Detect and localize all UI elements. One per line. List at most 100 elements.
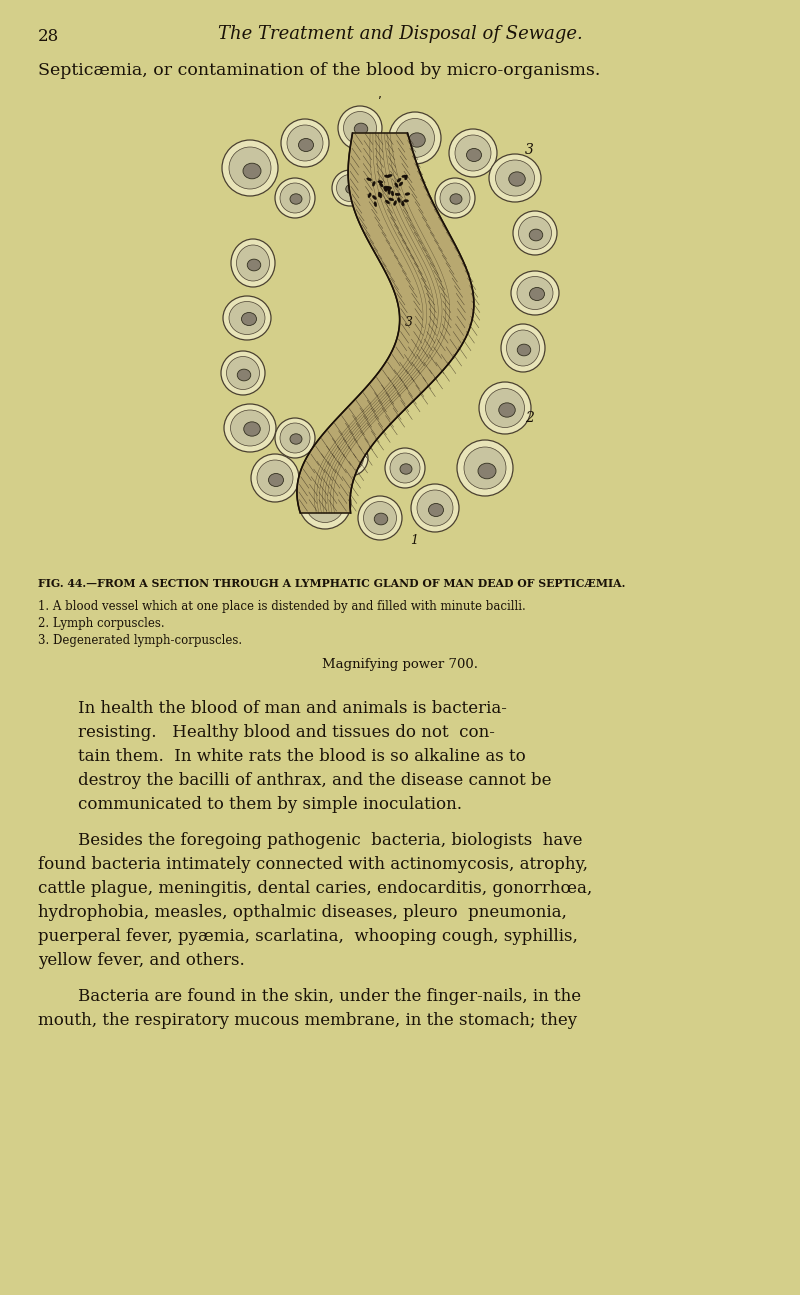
Ellipse shape (238, 369, 250, 381)
Text: mouth, the respiratory mucous membrane, in the stomach; they: mouth, the respiratory mucous membrane, … (38, 1011, 577, 1030)
Ellipse shape (511, 271, 559, 315)
Ellipse shape (247, 259, 261, 271)
Text: 1: 1 (410, 534, 418, 546)
Ellipse shape (390, 184, 402, 194)
Ellipse shape (229, 302, 265, 334)
Ellipse shape (229, 148, 271, 189)
Ellipse shape (384, 186, 386, 192)
Ellipse shape (237, 245, 270, 281)
Text: Magnifying power 700.: Magnifying power 700. (322, 658, 478, 671)
Ellipse shape (280, 423, 310, 453)
Ellipse shape (226, 356, 259, 390)
Ellipse shape (509, 172, 526, 186)
Ellipse shape (375, 168, 415, 208)
Text: tain them.  In white rats the blood is so alkaline as to: tain them. In white rats the blood is so… (78, 749, 526, 765)
Ellipse shape (221, 351, 265, 395)
Ellipse shape (478, 464, 496, 479)
Ellipse shape (275, 177, 315, 218)
Text: communicated to them by simple inoculation.: communicated to them by simple inoculati… (78, 796, 462, 813)
Ellipse shape (390, 453, 420, 483)
Ellipse shape (399, 181, 403, 186)
Ellipse shape (402, 201, 404, 206)
Ellipse shape (269, 474, 283, 487)
Ellipse shape (411, 484, 459, 532)
Ellipse shape (386, 188, 391, 190)
Ellipse shape (449, 130, 497, 177)
Ellipse shape (394, 183, 398, 188)
Ellipse shape (386, 201, 390, 203)
Ellipse shape (275, 418, 315, 458)
Polygon shape (297, 133, 474, 513)
Ellipse shape (222, 140, 278, 196)
Text: found bacteria intimately connected with actinomycosis, atrophy,: found bacteria intimately connected with… (38, 856, 588, 873)
Ellipse shape (332, 170, 368, 206)
Ellipse shape (380, 174, 410, 203)
Ellipse shape (318, 497, 335, 512)
Ellipse shape (374, 513, 388, 524)
Ellipse shape (450, 194, 462, 205)
Ellipse shape (506, 330, 539, 366)
Text: Bacteria are found in the skin, under the finger-nails, in the: Bacteria are found in the skin, under th… (78, 988, 581, 1005)
Text: 1. A blood vessel which at one place is distended by and filled with minute baci: 1. A blood vessel which at one place is … (38, 600, 526, 613)
Ellipse shape (231, 240, 275, 287)
Ellipse shape (224, 404, 276, 452)
Text: In health the blood of man and animals is bacteria-: In health the blood of man and animals i… (78, 701, 507, 717)
Ellipse shape (299, 477, 351, 528)
Ellipse shape (498, 403, 515, 417)
Ellipse shape (464, 447, 506, 490)
Ellipse shape (385, 175, 390, 177)
Ellipse shape (386, 186, 392, 189)
Text: 3: 3 (405, 316, 413, 329)
Ellipse shape (489, 154, 541, 202)
Ellipse shape (346, 184, 356, 193)
Ellipse shape (363, 501, 397, 535)
Ellipse shape (402, 175, 407, 177)
Text: ,: , (378, 88, 382, 101)
Ellipse shape (354, 123, 368, 135)
Ellipse shape (479, 382, 531, 434)
Ellipse shape (343, 111, 377, 145)
Ellipse shape (389, 198, 394, 201)
Ellipse shape (530, 229, 542, 241)
Ellipse shape (395, 119, 434, 158)
Ellipse shape (435, 177, 475, 218)
Ellipse shape (517, 277, 553, 310)
Ellipse shape (242, 312, 257, 325)
Ellipse shape (223, 297, 271, 341)
Ellipse shape (391, 190, 394, 196)
Ellipse shape (394, 201, 397, 206)
Ellipse shape (455, 135, 491, 171)
Ellipse shape (379, 193, 382, 198)
Ellipse shape (384, 186, 389, 189)
Ellipse shape (378, 180, 382, 183)
Ellipse shape (368, 193, 371, 198)
Ellipse shape (378, 192, 381, 197)
Ellipse shape (332, 440, 368, 477)
Ellipse shape (466, 149, 482, 162)
Ellipse shape (495, 161, 534, 196)
Ellipse shape (387, 175, 392, 177)
Ellipse shape (518, 344, 530, 356)
Ellipse shape (337, 444, 363, 471)
Ellipse shape (244, 422, 260, 436)
Ellipse shape (280, 183, 310, 212)
Text: yellow fever, and others.: yellow fever, and others. (38, 952, 245, 969)
Ellipse shape (298, 139, 314, 152)
Ellipse shape (358, 496, 402, 540)
Text: cattle plague, meningitis, dental caries, endocarditis, gonorrhœa,: cattle plague, meningitis, dental caries… (38, 881, 592, 897)
Ellipse shape (337, 175, 363, 202)
Ellipse shape (501, 324, 545, 372)
Text: Besides the foregoing pathogenic  bacteria, biologists  have: Besides the foregoing pathogenic bacteri… (78, 831, 582, 850)
Text: hydrophobia, measles, opthalmic diseases, pleuro  pneumonia,: hydrophobia, measles, opthalmic diseases… (38, 904, 567, 921)
Ellipse shape (290, 434, 302, 444)
Text: 2. Lymph corpuscles.: 2. Lymph corpuscles. (38, 616, 165, 629)
Ellipse shape (513, 211, 557, 255)
Ellipse shape (251, 455, 299, 502)
Ellipse shape (518, 216, 551, 250)
Ellipse shape (374, 202, 377, 207)
Ellipse shape (457, 440, 513, 496)
Text: The Treatment and Disposal of Sewage.: The Treatment and Disposal of Sewage. (218, 25, 582, 43)
Ellipse shape (290, 194, 302, 205)
Ellipse shape (389, 111, 441, 164)
Ellipse shape (405, 175, 407, 180)
